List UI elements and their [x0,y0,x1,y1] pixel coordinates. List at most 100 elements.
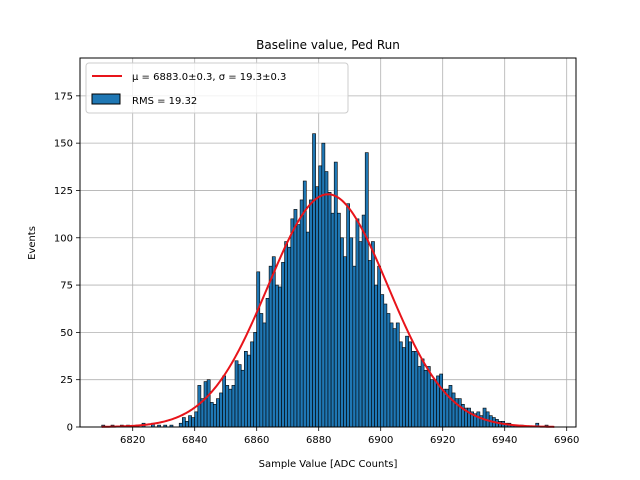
x-tick-label: 6940 [492,435,517,446]
histogram-bar [402,347,406,428]
histogram-bar [476,411,481,428]
x-tick-label: 6960 [554,435,579,446]
histogram-bar [259,313,264,428]
x-tick-label: 6860 [244,435,269,446]
histogram-bar [433,379,437,428]
histogram-bar [429,379,434,428]
legend-box [85,62,349,114]
histogram-bar [426,366,431,428]
histogram-bar [414,351,419,428]
histogram-bar [290,218,295,428]
histogram-bar [315,186,320,428]
gaussian-fit-curve [101,193,555,428]
legend-hist-swatch [91,93,121,105]
y-tick-label: 125 [54,186,73,197]
histogram-bar [448,385,453,428]
histogram-bar [296,224,301,428]
histogram-bar [281,262,285,428]
histogram-bar [405,335,409,428]
x-tick-label: 6880 [306,435,331,446]
histogram-bar [386,313,391,428]
legend-fit-separator: , [212,72,218,83]
histogram-bar [268,265,273,428]
histogram-bar [234,360,239,428]
y-tick-label: 75 [60,281,73,292]
histogram-bar [299,199,304,428]
histogram-bar [395,322,400,428]
histogram-bar [355,218,360,428]
legend: μ = 6883.0±0.3, σ = 19.3±0.3 RMS = 19.32 [85,62,349,114]
histogram-bar [265,298,270,428]
legend-fit-mu: μ = 6883.0±0.3 [132,72,212,83]
x-tick-label: 6820 [120,435,145,446]
histogram-bar [287,246,292,428]
legend-fit-sigma: σ = 19.3±0.3 [219,72,287,83]
histogram-bar [324,171,329,428]
histogram-bar [333,161,338,428]
histogram-bar [305,231,310,428]
histogram-bar [271,256,276,428]
histogram-bar [321,142,326,428]
histogram-bar [309,199,313,428]
histogram-bar [185,421,189,428]
x-tick-label: 6840 [182,435,207,446]
histogram-bar [439,373,444,428]
y-tick-label: 100 [54,233,73,244]
histogram-bar [197,385,202,428]
y-tick-label: 0 [67,423,73,434]
y-tick-label: 50 [60,328,73,339]
histogram-bar [336,212,341,428]
histogram-bar [318,165,323,428]
histogram-bar [228,388,233,428]
histogram-bar [457,398,462,428]
plot-frame [79,57,577,428]
histogram-bar [231,385,236,428]
histogram-bar [364,152,369,428]
histogram-bar [262,322,267,428]
histogram-bar [371,241,375,428]
histogram-bar [191,417,196,428]
histogram-bar [417,366,422,428]
histogram-bar [312,133,316,428]
histogram-bar [188,415,192,428]
histogram-bar [420,358,425,428]
histogram-bar [216,398,220,428]
histogram-bar [278,286,282,428]
y-tick-label: 25 [60,375,73,386]
histogram-bar [367,260,372,428]
histogram-bar [240,369,245,428]
histogram-bar [423,369,428,428]
y-axis-label: Events [27,226,38,260]
histogram-bar [250,341,254,428]
histogram-bar [302,180,307,428]
histogram-bar [253,332,258,428]
legend-hist-label: RMS = 19.32 [132,96,197,107]
histogram-bar [284,241,289,428]
histogram-bar [392,328,397,428]
histogram-bar [178,422,183,428]
histogram-bar [219,392,223,428]
chart-title: Baseline value, Ped Run [256,38,400,52]
histogram-bar [389,322,394,428]
y-axis-ticks: 0 25 50 75 100 125 150 175 [54,91,80,434]
y-tick-label: 175 [54,91,73,102]
histogram-bar [383,303,388,428]
histogram-bar [244,351,248,428]
histogram-bar [206,379,211,428]
histogram-bar [361,214,366,428]
histogram-bar [237,364,242,428]
legend-fit-label: μ = 6883.0±0.3, σ = 19.3±0.3 [132,72,286,83]
histogram-bar [408,341,413,428]
histogram-bar [194,411,199,428]
histogram-bar [482,407,487,428]
histogram-bar [222,375,227,428]
histogram-bar [346,203,351,428]
histogram-bar [377,265,382,428]
histogram-bar [330,212,335,428]
histogram-bar [451,392,456,428]
histogram-bar [203,381,208,428]
histogram-bar [327,192,332,428]
histogram-bar [374,284,378,428]
histogram-bar [343,256,347,428]
